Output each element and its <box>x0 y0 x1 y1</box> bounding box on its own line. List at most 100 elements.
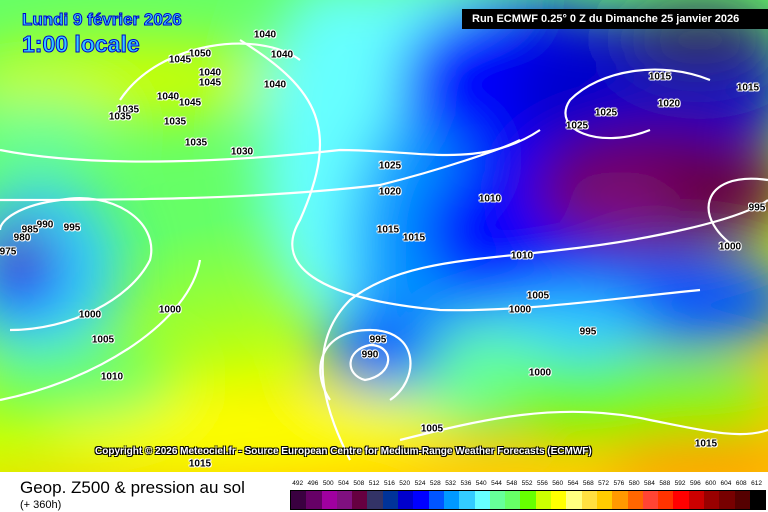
legend-swatch <box>749 491 766 509</box>
legend-swatch <box>520 491 536 509</box>
legend-swatch <box>719 491 735 509</box>
legend-swatch <box>398 491 414 509</box>
legend-label: 556 <box>536 480 548 487</box>
legend-swatch <box>551 491 567 509</box>
isobar-label: 1015 <box>694 438 718 450</box>
legend-swatch <box>291 491 307 509</box>
legend-label: 552 <box>521 480 533 487</box>
isobar-label: 1040 <box>253 29 277 41</box>
legend-swatch <box>673 491 689 509</box>
legend-label: 600 <box>705 480 717 487</box>
legend-label: 544 <box>491 480 502 487</box>
isobar-label: 995 <box>369 334 387 346</box>
isobar-label: 1015 <box>736 82 760 94</box>
isobar-label: 995 <box>579 326 597 338</box>
isobar-label: 1010 <box>100 371 124 383</box>
legend-label: 560 <box>552 480 564 487</box>
isobar-label: 1015 <box>648 71 672 83</box>
legend-label: 500 <box>322 480 334 487</box>
isobar-label: 1040 <box>198 67 222 79</box>
isobar-label: 1020 <box>378 186 402 198</box>
isobar-label: 1040 <box>270 49 294 61</box>
forecast-hour: 1:00 locale <box>22 31 141 58</box>
map-title: Geop. Z500 & pression au sol <box>20 478 245 497</box>
isobar-label: 1025 <box>594 107 618 119</box>
isobar-label: 980 <box>13 232 31 244</box>
weather-map: Lundi 9 février 2026 1:00 locale Run ECM… <box>0 0 768 472</box>
legend-label: 512 <box>368 480 380 487</box>
isobar-label: 1025 <box>378 160 402 172</box>
legend-label: 568 <box>582 480 594 487</box>
legend-label: 564 <box>567 480 579 487</box>
legend-label: 492 <box>292 480 304 487</box>
legend-swatch <box>489 491 506 509</box>
legend-swatch <box>428 491 444 509</box>
isobar-label: 1000 <box>78 309 102 321</box>
isobar-label: 1035 <box>108 111 132 123</box>
legend-label: 604 <box>720 480 732 487</box>
isobar-label: 1005 <box>526 290 550 302</box>
isobar-label: 990 <box>36 219 54 231</box>
legend-swatch <box>612 491 628 509</box>
isobar-label: 985 <box>21 224 39 236</box>
legend-label: 576 <box>613 480 625 487</box>
legend-swatch <box>367 491 383 509</box>
model-run-info: Run ECMWF 0.25° 0 Z du Dimanche 25 janvi… <box>462 9 768 29</box>
isobar-label: 1010 <box>510 250 534 262</box>
isobar-label: 1000 <box>508 304 532 316</box>
isobar-label: 1000 <box>158 304 182 316</box>
legend-swatch <box>581 491 597 509</box>
isobar-label: 975 <box>0 246 17 258</box>
legend-label: 536 <box>460 480 472 487</box>
isobar-label: 1045 <box>168 54 192 66</box>
legend-swatch <box>336 491 353 509</box>
isobar-label: 1035 <box>163 116 187 128</box>
legend-swatch <box>459 491 475 509</box>
legend-swatch <box>688 491 705 509</box>
legend-label: 528 <box>429 480 441 487</box>
isobar-label: 1015 <box>402 232 426 244</box>
isobar-label: 1010 <box>478 193 502 205</box>
isobar-label: 995 <box>748 202 766 214</box>
isobar-label: 1000 <box>528 367 552 379</box>
isobar-lines <box>0 39 768 461</box>
isobar-label: 1040 <box>156 91 180 103</box>
legend-label: 520 <box>399 480 411 487</box>
legend-swatch <box>306 491 322 509</box>
isobar-label: 1020 <box>657 98 681 110</box>
isobar-label: 1045 <box>198 77 222 89</box>
legend-label: 584 <box>644 480 655 487</box>
legend-swatch <box>704 491 720 509</box>
legend-swatch <box>535 491 552 509</box>
legend-swatch <box>474 491 490 509</box>
legend-swatch <box>642 491 659 509</box>
map-subtitle: (+ 360h) <box>20 499 62 511</box>
legend-label: 580 <box>628 480 640 487</box>
footer: Geop. Z500 & pression au sol (+ 360h) 49… <box>0 472 768 512</box>
legend-swatch <box>566 491 582 509</box>
isobar-label: 1025 <box>565 120 589 132</box>
color-legend: 492 496 500 504 508 512 516 520 524 528 532 536 540 5… <box>290 480 767 510</box>
isobar-label: 1050 <box>188 48 212 60</box>
legend-label: 588 <box>659 480 671 487</box>
legend-label: 548 <box>506 480 518 487</box>
isobar-label: 1000 <box>718 241 742 253</box>
legend-swatch <box>658 491 674 509</box>
legend-label: 508 <box>353 480 365 487</box>
legend-label: 608 <box>735 480 747 487</box>
legend-label: 612 <box>751 480 762 487</box>
isobar-label: 1045 <box>178 97 202 109</box>
isobar-label: 1040 <box>263 79 287 91</box>
legend-label: 572 <box>598 480 610 487</box>
legend-label: 532 <box>445 480 457 487</box>
legend-label: 596 <box>689 480 701 487</box>
isobar-label: 1015 <box>376 224 400 236</box>
forecast-date: Lundi 9 février 2026 <box>22 10 183 30</box>
legend-label: 496 <box>307 480 319 487</box>
legend-swatch <box>596 491 613 509</box>
legend-swatch <box>352 491 368 509</box>
isobar-label: 1035 <box>184 137 208 149</box>
legend-swatch <box>382 491 399 509</box>
isobar-label: 1035 <box>116 104 140 116</box>
isobar-label: 995 <box>63 222 81 234</box>
